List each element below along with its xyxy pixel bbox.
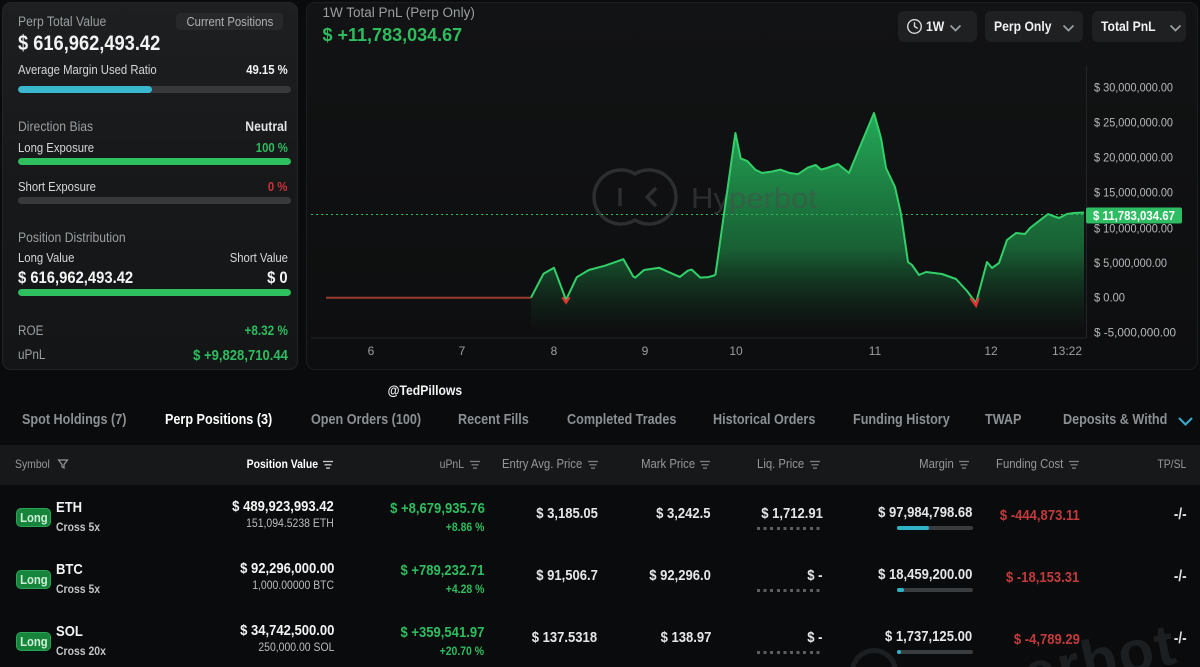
svg-text:12: 12 [984,344,998,358]
svg-text:$ 5,000,000.00: $ 5,000,000.00 [1094,256,1167,270]
svg-text:$ 0.00: $ 0.00 [1094,291,1125,305]
svg-text:$ 10,000,000.00: $ 10,000,000.00 [1094,222,1173,236]
svg-text:10: 10 [729,344,743,358]
svg-text:9: 9 [642,344,649,358]
svg-text:$ 20,000,000.00: $ 20,000,000.00 [1094,151,1173,165]
svg-text:7: 7 [459,344,466,358]
svg-text:Hyperbot: Hyperbot [691,183,817,215]
svg-text:11: 11 [869,344,882,358]
svg-text:$ 11,783,034.67: $ 11,783,034.67 [1093,208,1175,223]
svg-text:$ 25,000,000.00: $ 25,000,000.00 [1094,116,1173,130]
svg-text:6: 6 [368,344,375,358]
svg-text:13:22: 13:22 [1052,344,1082,358]
svg-text:8: 8 [551,344,558,358]
svg-text:$ 15,000,000.00: $ 15,000,000.00 [1094,186,1173,200]
svg-text:$ 30,000,000.00: $ 30,000,000.00 [1094,81,1173,95]
svg-text:$ -5,000,000.00: $ -5,000,000.00 [1094,326,1176,340]
